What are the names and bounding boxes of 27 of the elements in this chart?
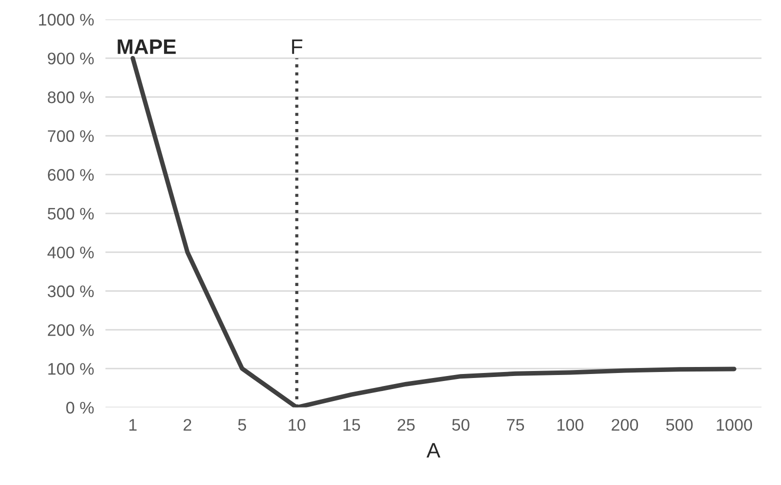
x-tick-label: 5 <box>238 419 246 431</box>
x-tick-label: 2 <box>184 418 192 431</box>
x-tick-label: 10 <box>288 418 306 431</box>
y-tick-label: 900 % <box>48 52 94 64</box>
ref-line-label: F <box>292 40 302 54</box>
y-tick-label: 600 % <box>48 169 94 181</box>
x-tick-label: 15 <box>343 419 360 431</box>
y-tick-label: 1000 % <box>39 14 94 26</box>
x-tick-label: 75 <box>507 419 524 431</box>
x-tick-label: 50 <box>452 418 470 431</box>
line-series <box>130 56 736 408</box>
x-tick-label: 1 <box>129 419 137 431</box>
x-tick-label: 100 <box>558 418 584 431</box>
y-tick-label: 200 % <box>48 324 94 336</box>
y-tick-label: 100 % <box>48 363 94 375</box>
x-tick-label: 25 <box>398 418 415 431</box>
x-axis-title: A <box>426 443 440 458</box>
y-tick-label: 0 % <box>66 402 94 414</box>
x-tick-label: 500 <box>666 418 693 431</box>
y-tick-label: 700 % <box>48 130 94 142</box>
x-tick-label: 1000 <box>716 418 752 431</box>
y-tick-label: 500 % <box>48 208 94 220</box>
y-tick-label: 800 % <box>48 91 94 104</box>
y-axis-title: MAPE <box>118 40 176 54</box>
y-tick-label: 300 % <box>48 285 94 298</box>
y-tick-label: 400 % <box>47 246 94 258</box>
x-tick-label: 200 <box>612 418 638 431</box>
